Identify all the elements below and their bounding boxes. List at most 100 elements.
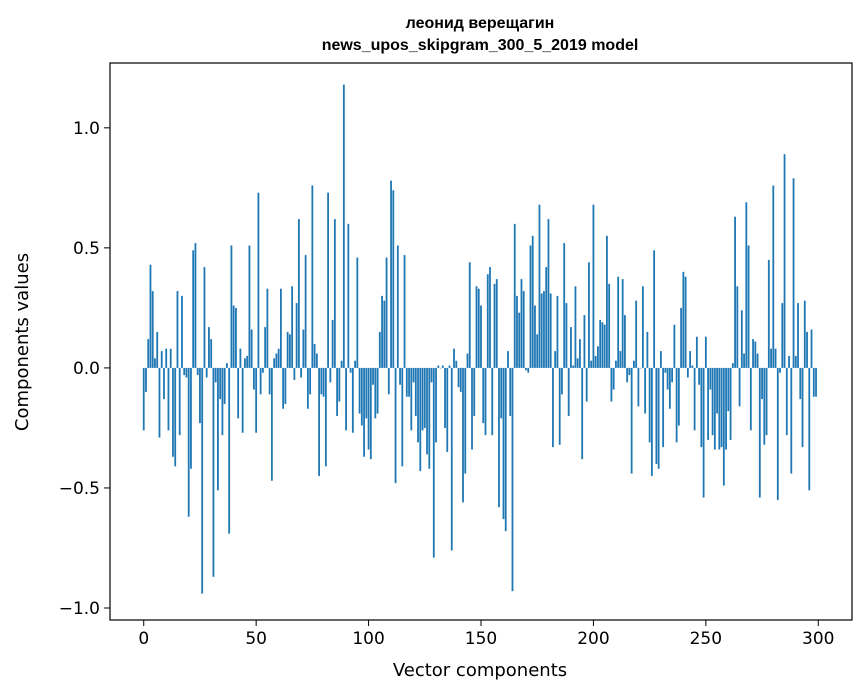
bar-126 xyxy=(426,367,428,455)
bar-151 xyxy=(482,367,485,424)
y-axis-ticks: −1.0 −0.5 0.0 0.5 1.0 xyxy=(59,119,110,619)
bar-209 xyxy=(612,367,615,390)
bar-4 xyxy=(151,291,154,368)
bar-152 xyxy=(484,367,487,436)
bar-255 xyxy=(716,367,718,414)
bar-34 xyxy=(219,367,222,400)
bar-177 xyxy=(540,293,543,368)
bar-225 xyxy=(648,367,651,443)
bar-36 xyxy=(223,367,226,404)
bar-137 xyxy=(450,367,453,551)
bar-195 xyxy=(581,367,584,460)
bar-247 xyxy=(698,367,700,385)
bar-283 xyxy=(779,367,781,373)
bar-77 xyxy=(315,353,318,368)
bar-124 xyxy=(421,367,424,431)
bar-258 xyxy=(722,367,725,486)
bar-17 xyxy=(181,295,183,368)
bar-28 xyxy=(205,367,208,378)
bar-23 xyxy=(194,243,197,368)
bar-171 xyxy=(527,367,530,373)
bar-256 xyxy=(718,367,721,450)
bar-242 xyxy=(686,367,689,378)
bar-241 xyxy=(684,276,687,368)
bar-143 xyxy=(464,367,467,474)
bar-234 xyxy=(668,367,671,409)
bar-181 xyxy=(549,293,552,368)
bar-68 xyxy=(295,303,298,368)
bar-54 xyxy=(264,327,267,368)
bar-122 xyxy=(417,367,419,443)
bar-243 xyxy=(689,351,692,368)
bar-138 xyxy=(453,348,455,368)
bar-299 xyxy=(815,367,817,397)
bar-62 xyxy=(282,367,285,409)
bar-297 xyxy=(810,329,813,368)
bar-155 xyxy=(491,367,494,436)
bar-211 xyxy=(617,276,620,368)
bar-25 xyxy=(199,367,201,424)
bar-146 xyxy=(471,367,473,450)
bar-178 xyxy=(543,291,545,368)
bar-204 xyxy=(601,322,604,368)
bar-185 xyxy=(558,367,561,445)
bar-93 xyxy=(351,367,354,433)
bar-48 xyxy=(250,329,253,368)
bar-121 xyxy=(414,367,417,416)
bar-81 xyxy=(324,367,327,467)
bar-57 xyxy=(270,367,273,481)
bar-249 xyxy=(702,367,705,498)
bar-276 xyxy=(763,367,766,445)
bar-275 xyxy=(761,367,763,400)
bar-167 xyxy=(518,312,521,368)
bar-16 xyxy=(178,367,181,436)
bar-172 xyxy=(529,245,532,368)
bar-102 xyxy=(372,367,374,385)
bar-45 xyxy=(244,358,246,368)
x-tick-label: 100 xyxy=(352,629,384,649)
bar-147 xyxy=(473,367,476,416)
bar-237 xyxy=(675,367,678,443)
bar-148 xyxy=(475,286,478,368)
bar-188 xyxy=(565,303,568,368)
bar-15 xyxy=(176,291,179,368)
bar-8 xyxy=(160,351,163,368)
bar-205 xyxy=(603,324,606,368)
bar-55 xyxy=(266,288,269,368)
bar-112 xyxy=(394,367,397,484)
bar-33 xyxy=(217,367,219,491)
bar-218 xyxy=(633,360,635,368)
bar-219 xyxy=(635,300,638,368)
bar-159 xyxy=(500,367,503,419)
bar-100 xyxy=(367,367,370,450)
bar-21 xyxy=(190,367,192,469)
bar-78 xyxy=(318,367,321,476)
bar-119 xyxy=(410,367,413,431)
bar-280 xyxy=(772,185,775,368)
y-tick-label: −1.0 xyxy=(59,599,100,619)
bar-39 xyxy=(230,245,233,368)
bar-164 xyxy=(511,367,514,592)
bar-251 xyxy=(707,367,709,440)
bar-288 xyxy=(790,367,793,474)
bar-226 xyxy=(650,367,653,476)
bar-168 xyxy=(520,279,523,368)
bar-239 xyxy=(680,307,683,368)
bar-173 xyxy=(531,235,534,368)
bar-130 xyxy=(435,367,437,443)
bar-117 xyxy=(405,367,408,397)
bar-295 xyxy=(806,331,808,368)
bar-40 xyxy=(232,305,235,368)
bar-162 xyxy=(507,351,509,368)
bar-31 xyxy=(212,367,215,577)
bar-107 xyxy=(383,300,386,368)
bar-197 xyxy=(585,367,588,402)
bar-228 xyxy=(655,367,658,464)
bar-27 xyxy=(203,267,206,368)
x-tick-label: 0 xyxy=(138,629,149,649)
bar-175 xyxy=(536,334,539,368)
bar-0 xyxy=(142,367,145,431)
bar-98 xyxy=(363,367,365,457)
bar-2 xyxy=(147,339,150,368)
